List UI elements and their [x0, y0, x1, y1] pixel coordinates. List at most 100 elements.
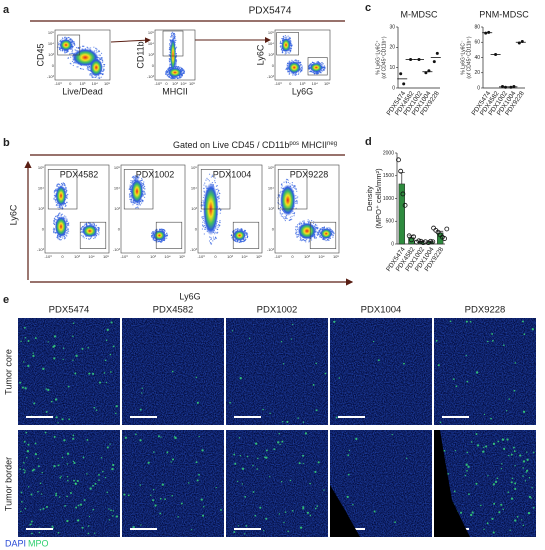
- mpo-signal: [324, 372, 327, 375]
- flow-y-tick: 10⁵: [148, 30, 154, 35]
- mpo-signal: [67, 385, 70, 388]
- event: [54, 199, 56, 201]
- flow-y-tick: 10⁵: [48, 30, 54, 35]
- event: [281, 213, 283, 215]
- event: [163, 239, 166, 242]
- event: [57, 206, 59, 208]
- event: [215, 185, 218, 187]
- flow-y-tick: -10³: [47, 74, 55, 79]
- event: [288, 37, 290, 39]
- event: [293, 215, 295, 217]
- mpo-signal: [506, 438, 509, 441]
- event: [175, 46, 178, 48]
- mpo-signal: [452, 378, 455, 381]
- event: [316, 231, 318, 233]
- y-axis-label: % Ly6G⁺Ly6C⁻: [460, 40, 466, 75]
- event: [95, 224, 97, 226]
- event: [88, 67, 90, 69]
- data-point: [416, 238, 422, 244]
- data-point: [402, 202, 408, 208]
- event: [132, 202, 134, 204]
- event: [201, 228, 204, 230]
- panel-a-title: PDX5474: [249, 6, 292, 17]
- density-blob: [82, 224, 98, 238]
- event: [300, 69, 302, 71]
- event: [218, 195, 220, 197]
- mpo-signal: [528, 495, 532, 498]
- flow-y-tick: 10⁵: [191, 165, 197, 170]
- mpo-signal: [154, 504, 157, 507]
- event: [212, 240, 214, 242]
- mpo-signal: [111, 467, 114, 471]
- event: [88, 222, 90, 224]
- mpo-signal: [302, 462, 304, 465]
- y-tick-label: 40: [474, 55, 480, 61]
- mpo-signal: [315, 362, 317, 365]
- event: [295, 234, 297, 236]
- event: [283, 36, 285, 38]
- flow-x-tick: 10⁴: [164, 254, 170, 259]
- event: [208, 240, 211, 242]
- event: [65, 204, 67, 207]
- mpo-signal: [30, 520, 33, 523]
- event: [292, 186, 294, 189]
- event: [183, 72, 186, 74]
- mpo-signal: [528, 477, 531, 479]
- mpo-signal: [109, 443, 111, 445]
- mpo-signal: [177, 516, 179, 518]
- event: [91, 76, 93, 78]
- mpo-signal: [315, 409, 318, 412]
- event: [218, 189, 220, 192]
- event: [159, 228, 161, 230]
- mpo-signal: [112, 515, 114, 517]
- event: [310, 70, 313, 73]
- mpo-signal: [88, 515, 91, 518]
- mpo-signal: [254, 442, 258, 445]
- data-point: [501, 84, 504, 88]
- mpo-signal: [514, 362, 517, 364]
- event: [175, 64, 177, 66]
- mpo-signal: [20, 491, 23, 494]
- mpo-signal: [27, 340, 30, 343]
- mpo-signal: [503, 344, 505, 346]
- event: [285, 68, 287, 70]
- event: [315, 61, 317, 63]
- event: [88, 69, 90, 72]
- event: [281, 185, 283, 187]
- event: [231, 237, 233, 239]
- event: [96, 48, 98, 50]
- mpo-signal: [26, 450, 30, 453]
- y-axis-label: % Ly6G⁻Ly6C⁺: [375, 40, 381, 75]
- event: [58, 238, 60, 241]
- event: [141, 200, 143, 202]
- event: [291, 45, 293, 47]
- mpo-signal: [124, 436, 127, 439]
- event: [282, 51, 284, 53]
- mpo-signal: [521, 320, 524, 323]
- event: [93, 237, 95, 240]
- event: [83, 225, 85, 227]
- event: [66, 201, 68, 204]
- gate: [232, 221, 260, 249]
- event: [65, 187, 67, 189]
- mpo-signal: [454, 450, 457, 452]
- mpo-signal: [50, 400, 53, 403]
- event: [129, 194, 131, 197]
- event: [97, 77, 99, 79]
- mpo-signal: [437, 364, 440, 367]
- event: [141, 179, 143, 181]
- mpo-signal: [132, 526, 135, 529]
- mpo-signal: [507, 491, 510, 493]
- event: [170, 77, 172, 79]
- mpo-signal: [309, 514, 312, 517]
- mpo-signal: [348, 449, 351, 452]
- event: [71, 52, 73, 54]
- event: [290, 47, 292, 49]
- event: [163, 229, 166, 231]
- column-title: PDX4582: [153, 305, 194, 316]
- y-tick-label: 20: [474, 70, 480, 76]
- gating-text: Gated on Live CD45 / CD11bpos MHCIIneg: [173, 140, 337, 150]
- mpo-signal: [435, 339, 438, 342]
- event: [323, 66, 325, 68]
- event: [67, 193, 69, 195]
